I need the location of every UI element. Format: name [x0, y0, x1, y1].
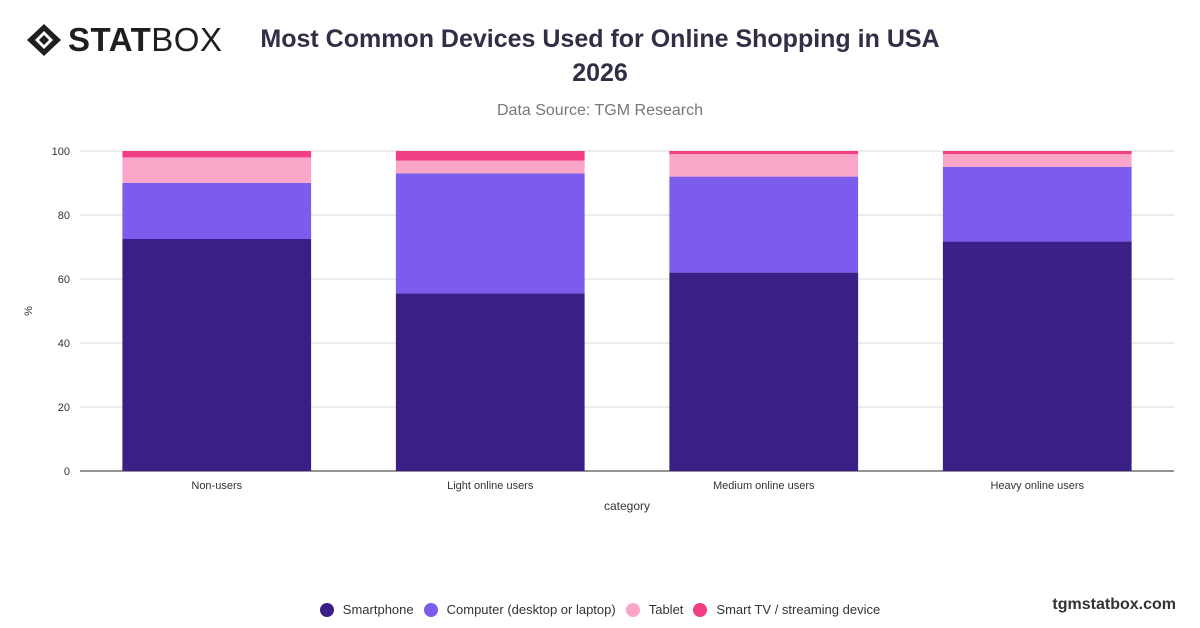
- stacked-bar-chart: 0 20 40 60 80 100% Non-users Light online users…: [23, 146, 1174, 513]
- legend-label: Smartphone: [342, 602, 414, 617]
- logo-text: STATBOX: [68, 22, 222, 58]
- bar-segment-3: [669, 154, 859, 177]
- y-tick-label: 40: [58, 338, 70, 350]
- bar-segment-4: [395, 151, 585, 161]
- x-tick-label: Medium online users: [713, 480, 815, 492]
- legend-item[interactable]: Tablet: [625, 602, 684, 617]
- statbox-diamond-icon: [27, 24, 61, 56]
- watermark: tgmstatbox.com: [1052, 596, 1176, 613]
- bar-segment-2: [395, 173, 585, 294]
- legend-item[interactable]: Computer (desktop or laptop): [423, 602, 616, 617]
- bar-segment-3: [122, 157, 312, 183]
- y-axis-label: %: [23, 306, 35, 316]
- chart-header: Most Common Devices Used for Online Shop…: [250, 22, 950, 120]
- y-tick-label: 100: [52, 146, 70, 158]
- bar-segment-3: [395, 160, 585, 174]
- y-tick-label: 20: [58, 402, 70, 414]
- bar-segment-2: [942, 167, 1132, 242]
- logo-text-bold: STAT: [68, 21, 152, 58]
- legend-item[interactable]: Smartphone: [319, 602, 414, 617]
- y-tick-label: 0: [64, 466, 70, 478]
- legend-label: Computer (desktop or laptop): [446, 602, 616, 617]
- logo-text-light: BOX: [151, 21, 223, 58]
- legend-swatch: [693, 602, 708, 617]
- chart-legend: Smartphone Computer (desktop or laptop) Ta…: [0, 602, 1200, 617]
- bar-segment-1: [122, 239, 312, 471]
- chart-title: Most Common Devices Used for Online Shop…: [260, 25, 940, 87]
- legend-swatch: [625, 602, 640, 617]
- bar-segment-4: [669, 151, 859, 155]
- legend-swatch: [423, 602, 438, 617]
- legend-item[interactable]: Smart TV / streaming device: [693, 602, 880, 617]
- x-tick-label: Light online users: [447, 480, 534, 492]
- bar-segment-2: [669, 176, 859, 273]
- legend-label: Smart TV / streaming device: [716, 602, 881, 617]
- bar-segment-3: [942, 154, 1132, 167]
- bar-segment-1: [942, 241, 1132, 471]
- x-tick-label: Heavy online users: [990, 480, 1084, 492]
- bar-segment-1: [395, 293, 585, 471]
- bar-segment-4: [122, 151, 312, 158]
- legend-label: Tablet: [648, 602, 684, 617]
- x-tick-label: Non-users: [191, 480, 242, 492]
- x-axis-label: category: [604, 499, 650, 513]
- bar-segment-1: [669, 272, 859, 471]
- y-tick-label: 60: [58, 274, 70, 286]
- bar-segment-2: [122, 183, 312, 239]
- bar-segment-4: [942, 151, 1132, 155]
- y-tick-label: 80: [58, 210, 70, 222]
- statbox-logo: STATBOX: [26, 22, 222, 58]
- chart-subtitle: Data Source: TGM Research: [496, 102, 703, 119]
- legend-swatch: [319, 602, 334, 617]
